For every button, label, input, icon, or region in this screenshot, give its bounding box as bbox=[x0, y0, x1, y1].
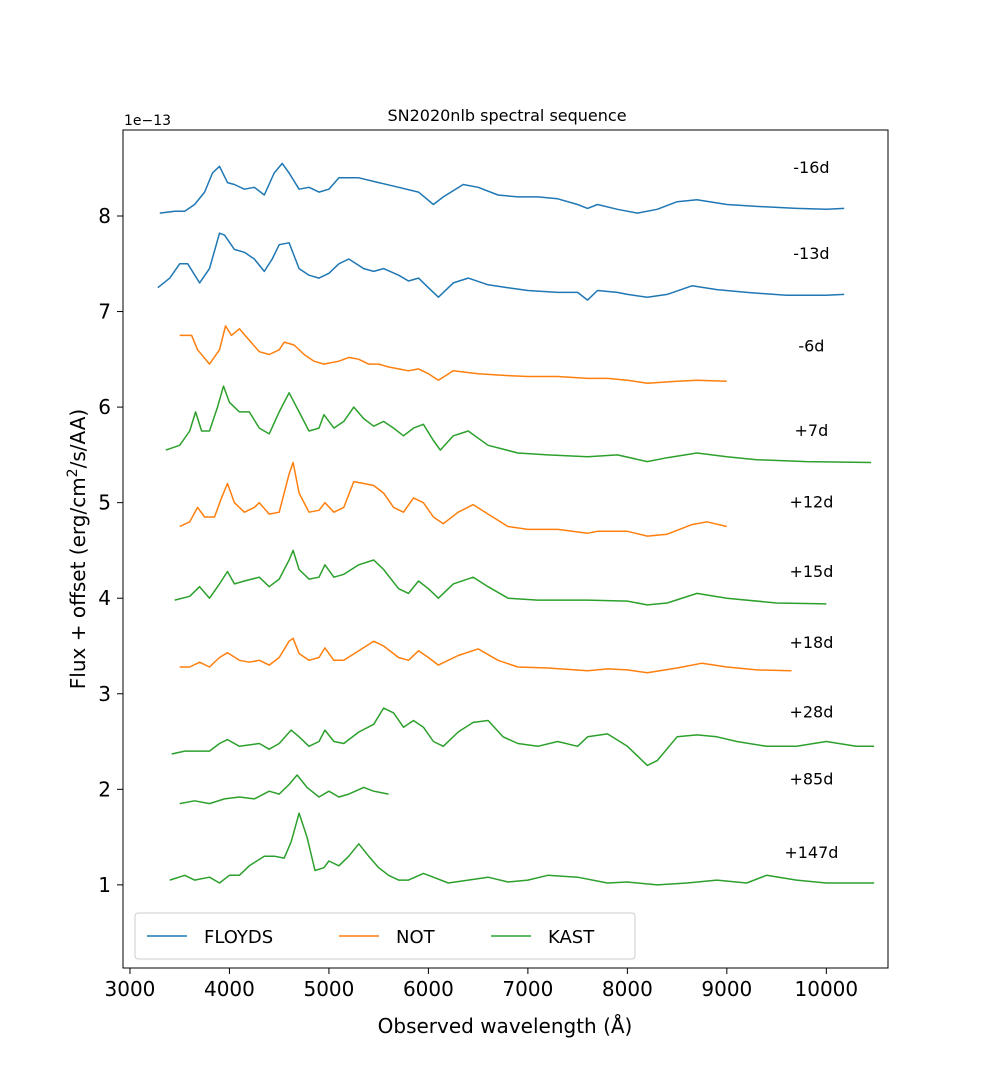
legend: FLOYDS NOT KAST bbox=[134, 912, 636, 960]
legend-label-kast: KAST bbox=[548, 927, 595, 948]
x-tick-label: 5000 bbox=[303, 977, 354, 1001]
y-offset-text: 1e−13 bbox=[124, 113, 171, 129]
x-tick-label: 3000 bbox=[105, 977, 156, 1001]
x-tick-label: 10000 bbox=[795, 977, 859, 1001]
plot-area: -16d -13d -6d +7d +12d +15d +18d +28d +85d +147d bbox=[122, 129, 889, 969]
legend-label-floyds: FLOYDS bbox=[204, 927, 273, 948]
y-axis-label-main: Flux + offset (erg/cm bbox=[66, 477, 90, 689]
epoch-label-5: +12d bbox=[789, 492, 833, 511]
epoch-label-6: +15d bbox=[789, 562, 833, 581]
epoch-label-7: +18d bbox=[789, 633, 833, 652]
y-tick-label: 6 bbox=[98, 395, 111, 419]
spectrum-line-3 bbox=[179, 325, 727, 384]
x-tick-label: 4000 bbox=[204, 977, 255, 1001]
y-axis-label-sup: 2 bbox=[65, 468, 81, 477]
y-tick-label: 1 bbox=[98, 873, 111, 897]
legend-box bbox=[134, 912, 636, 960]
y-tick-label: 2 bbox=[98, 777, 111, 801]
epoch-label-3: -6d bbox=[798, 337, 824, 356]
spectrum-line-7 bbox=[179, 637, 792, 674]
epoch-label-2: -13d bbox=[793, 244, 829, 263]
x-tick-label: 7000 bbox=[502, 977, 553, 1001]
spectrum-line-10 bbox=[169, 812, 875, 886]
legend-label-not: NOT bbox=[396, 927, 436, 948]
spectrum-line-9 bbox=[179, 774, 389, 805]
series-group bbox=[157, 162, 875, 886]
x-axis-label: Observed wavelength (Å) bbox=[378, 1014, 633, 1038]
y-tick-label: 5 bbox=[98, 491, 111, 515]
y-tick-label: 7 bbox=[98, 300, 111, 324]
spectrum-line-6 bbox=[174, 549, 827, 606]
axes-frame bbox=[122, 129, 889, 969]
chart-title: SN2020nlb spectral sequence bbox=[387, 106, 626, 125]
x-tick-label: 9000 bbox=[701, 977, 752, 1001]
x-tick-label: 6000 bbox=[403, 977, 454, 1001]
epoch-label-4: +7d bbox=[795, 421, 829, 440]
y-tick-label: 8 bbox=[98, 204, 111, 228]
y-tick-label: 4 bbox=[98, 586, 111, 610]
epoch-label-9: +85d bbox=[789, 770, 833, 789]
epoch-label-1: -16d bbox=[793, 158, 829, 177]
spectrum-line-5 bbox=[179, 461, 727, 537]
spectrum-line-1 bbox=[159, 162, 845, 214]
epoch-label-10: +147d bbox=[784, 843, 838, 862]
epoch-label-8: +28d bbox=[789, 703, 833, 722]
spectrum-line-8 bbox=[171, 707, 875, 767]
y-tick-label: 3 bbox=[98, 682, 111, 706]
y-axis-label: Flux + offset (erg/cm2/s/AA) bbox=[65, 409, 90, 689]
x-tick-label: 8000 bbox=[602, 977, 653, 1001]
spectrum-line-2 bbox=[157, 232, 845, 301]
epoch-labels: -16d -13d -6d +7d +12d +15d +18d +28d +85d +147d bbox=[784, 158, 838, 862]
y-axis-label-tail: /s/AA) bbox=[66, 409, 90, 469]
x-axis: 3000 4000 5000 6000 7000 8000 9000 10000 bbox=[105, 968, 859, 1001]
y-axis: 1 2 3 4 5 6 7 8 bbox=[98, 204, 123, 897]
spectrum-line-4 bbox=[165, 385, 872, 464]
